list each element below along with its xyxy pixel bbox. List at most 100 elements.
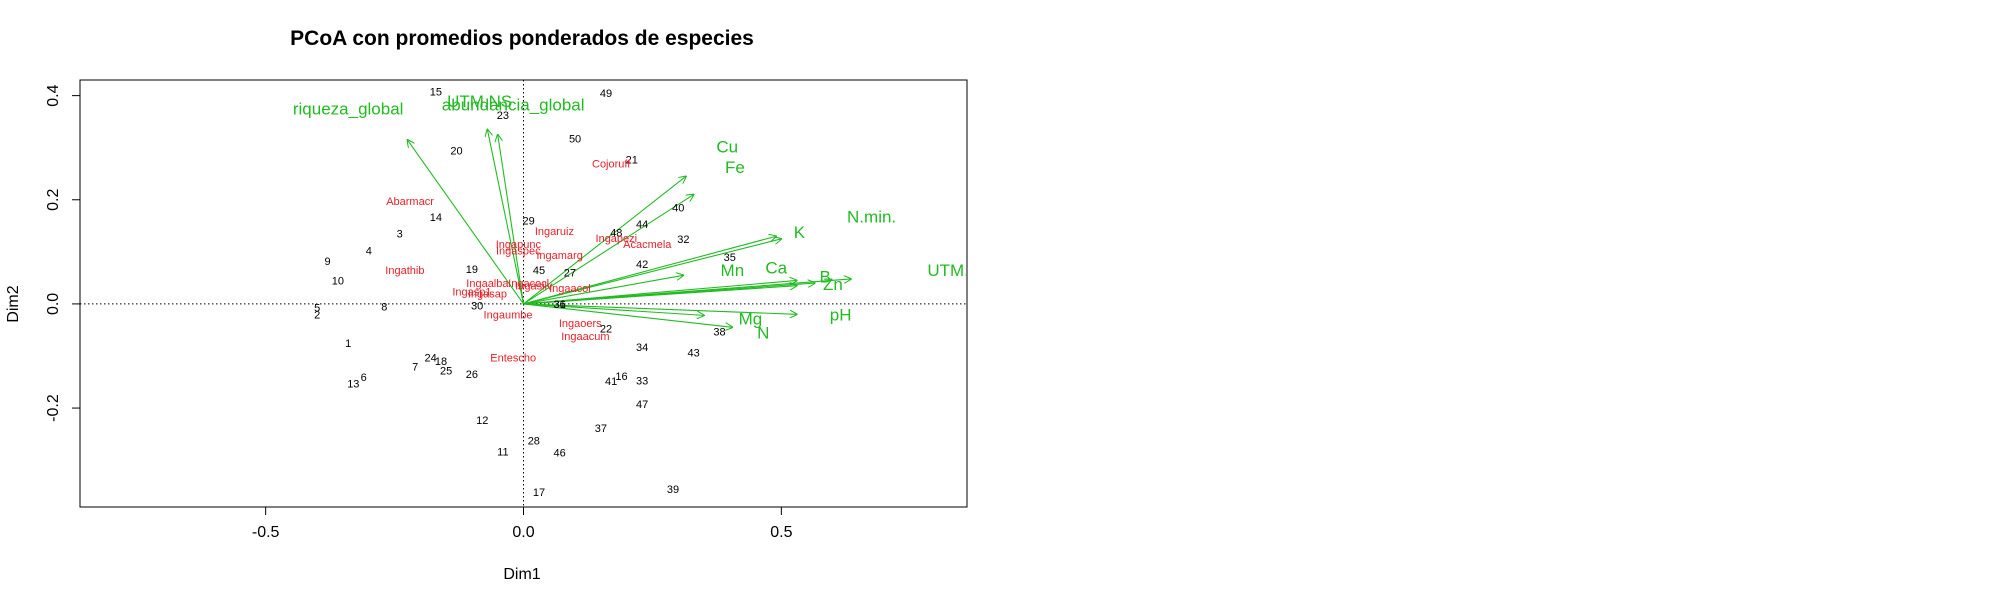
species-label: Ingasp1 bbox=[452, 286, 491, 298]
site-label: 44 bbox=[636, 219, 648, 231]
site-label: 32 bbox=[677, 234, 689, 246]
site-label: 24 bbox=[425, 353, 437, 365]
vector-label: pH bbox=[830, 305, 852, 324]
y-tick-label: 0.0 bbox=[45, 293, 62, 315]
site-label: 47 bbox=[636, 399, 648, 411]
site-label: 48 bbox=[610, 228, 622, 240]
vector-label: N bbox=[757, 324, 769, 343]
chart-title: PCoA con promedios ponderados de especie… bbox=[290, 27, 754, 50]
site-label: 11 bbox=[497, 446, 508, 458]
species-label: Cojoruff bbox=[592, 158, 631, 170]
species-label: Ingathib bbox=[385, 265, 424, 277]
vector-label: B bbox=[820, 267, 831, 286]
species-label: Abarmacr bbox=[386, 196, 434, 208]
vector-label: UTM.EW bbox=[927, 261, 996, 280]
x-tick-label: -0.5 bbox=[252, 524, 280, 541]
site-label: 40 bbox=[672, 203, 684, 215]
site-label: 14 bbox=[430, 212, 442, 224]
species-label: Ingasap bbox=[468, 289, 507, 301]
site-label: 5 bbox=[314, 303, 320, 315]
site-label: 6 bbox=[361, 372, 367, 384]
site-label: 25 bbox=[440, 366, 452, 378]
site-label: 37 bbox=[595, 423, 607, 435]
plot-inner: 1253467891011121314151617181920212223242… bbox=[80, 80, 996, 507]
site-label: 46 bbox=[553, 447, 565, 459]
site-label: 26 bbox=[466, 369, 478, 381]
species-label: Ingamarg bbox=[536, 250, 582, 262]
site-label: 45 bbox=[533, 265, 545, 277]
site-label: 17 bbox=[533, 487, 545, 499]
site-label: 23 bbox=[497, 110, 509, 122]
vector-arrow bbox=[498, 135, 525, 304]
y-tick-label: -0.2 bbox=[45, 394, 62, 422]
vector-arrow bbox=[487, 129, 525, 305]
species-label: Acacmela bbox=[623, 239, 672, 251]
species-label: Ingaruiz bbox=[535, 226, 574, 238]
vector-label: Mg bbox=[739, 309, 763, 328]
site-label: 4 bbox=[366, 245, 372, 257]
x-tick-label: 0.5 bbox=[770, 524, 792, 541]
site-label: 42 bbox=[636, 259, 648, 271]
site-label: 29 bbox=[523, 216, 535, 228]
site-label: 9 bbox=[324, 256, 330, 268]
species-label: Ingaoers bbox=[559, 318, 602, 330]
site-label: 27 bbox=[564, 268, 576, 280]
vector-arrow bbox=[523, 303, 733, 327]
site-label: 30 bbox=[471, 300, 483, 312]
site-label: 39 bbox=[667, 484, 679, 496]
vector-label: K bbox=[794, 223, 806, 242]
site-label: 13 bbox=[347, 379, 359, 391]
vector-arrow bbox=[523, 303, 704, 315]
vector-label: abundancia_global bbox=[442, 95, 585, 114]
site-label: 35 bbox=[724, 252, 736, 264]
species-label: Ingaspec bbox=[496, 245, 541, 257]
species-label: Entescho bbox=[490, 353, 536, 365]
vector-arrow bbox=[523, 239, 782, 305]
site-label: 2 bbox=[314, 309, 320, 321]
site-label: 38 bbox=[713, 327, 725, 339]
vector-arrow bbox=[523, 275, 684, 305]
y-tick-label: 0.2 bbox=[45, 189, 62, 211]
vector-arrow bbox=[523, 236, 777, 305]
site-label: 50 bbox=[569, 133, 581, 145]
vector-label: Ca bbox=[765, 258, 787, 277]
species-label: Ingaumbe bbox=[484, 309, 533, 321]
vector-label: UTM.NS bbox=[447, 92, 512, 111]
vector-arrow bbox=[523, 303, 797, 314]
site-label: 33 bbox=[636, 375, 648, 387]
site-label: 7 bbox=[412, 361, 418, 373]
vector-label: riqueza_global bbox=[293, 100, 404, 119]
plot-area: -0.5 0.0 0.5-0.20.00.20.412534678910111213… bbox=[45, 79, 996, 541]
vector-label: Cu bbox=[716, 138, 738, 157]
site-label: 10 bbox=[332, 275, 344, 287]
site-label: 12 bbox=[476, 415, 488, 427]
species-label: Ingapunc bbox=[496, 239, 542, 251]
vector-arrow bbox=[523, 176, 686, 305]
site-label: 28 bbox=[528, 435, 540, 447]
x-axis-label: Dim1 bbox=[503, 566, 540, 583]
site-label: 22 bbox=[600, 323, 612, 335]
site-label: 20 bbox=[450, 145, 462, 157]
site-label: 49 bbox=[600, 88, 612, 100]
species-label: Ingaacum bbox=[561, 331, 609, 343]
vector-label: Fe bbox=[725, 158, 745, 177]
site-label: 1 bbox=[345, 338, 351, 350]
species-label: Ingaacol bbox=[549, 283, 591, 295]
site-label: 3 bbox=[397, 229, 403, 241]
species-label: Ingacocl bbox=[508, 278, 549, 290]
site-label: 18 bbox=[435, 356, 447, 368]
x-tick-label: 0.0 bbox=[512, 524, 534, 541]
y-tick-label: 0.4 bbox=[45, 84, 62, 106]
vector-arrow bbox=[523, 280, 797, 305]
site-label: 21 bbox=[626, 155, 638, 167]
site-label: 15 bbox=[430, 86, 442, 98]
species-label: Ingasilv bbox=[515, 281, 553, 293]
site-label: 31 bbox=[553, 299, 565, 311]
species-label: Ingaalba bbox=[466, 278, 509, 290]
y-axis-label: Dim2 bbox=[5, 285, 22, 322]
site-label: 8 bbox=[381, 302, 387, 314]
vector-arrow bbox=[523, 286, 797, 305]
site-label: 16 bbox=[615, 371, 627, 383]
vector-arrow bbox=[523, 195, 694, 305]
species-label: Ingapezi bbox=[596, 233, 638, 245]
